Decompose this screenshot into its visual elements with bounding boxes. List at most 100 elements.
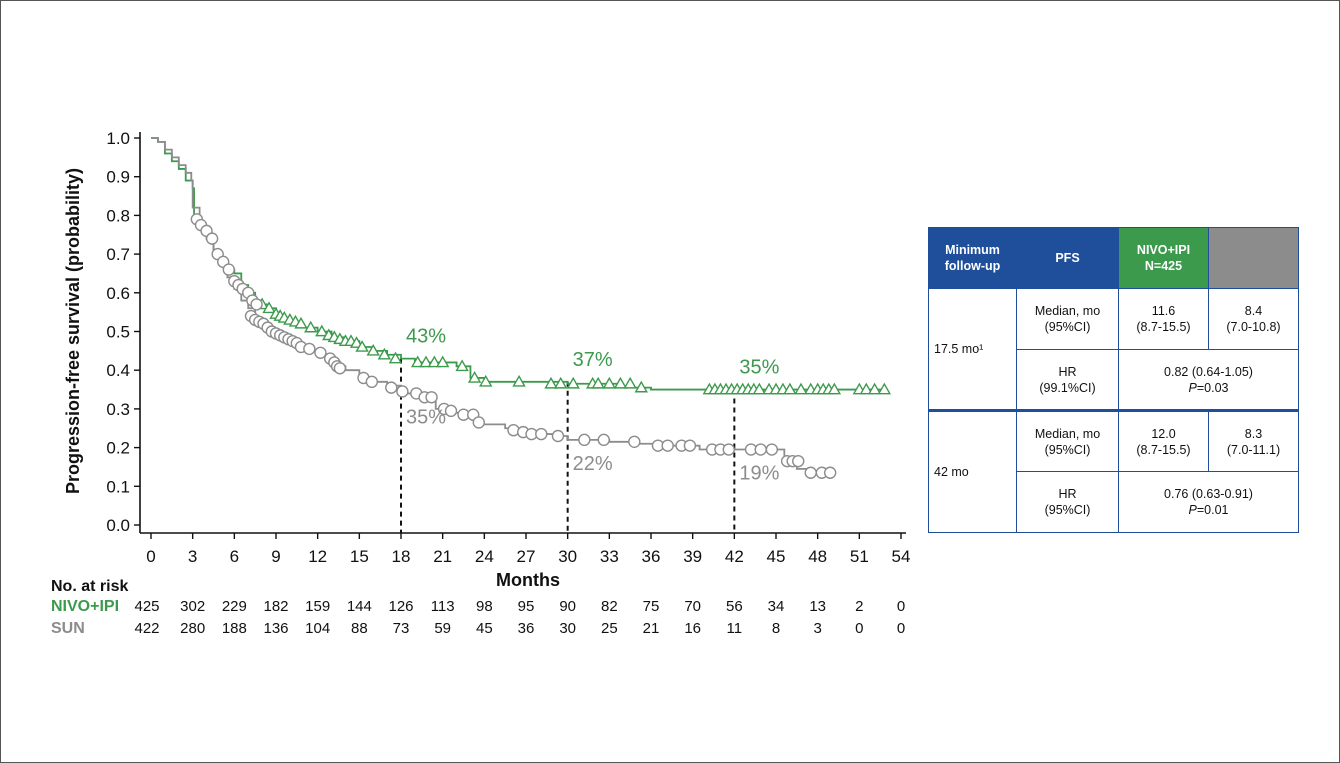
risk-value: 422 (134, 620, 159, 637)
risk-value: 98 (476, 598, 493, 615)
risk-table-title: No. at risk (51, 578, 128, 595)
hr-label-cell: HR (95%CI) (1016, 471, 1119, 533)
risk-value: 2 (855, 598, 863, 615)
risk-value: 8 (772, 620, 780, 637)
censor-mark (591, 376, 605, 389)
censor-mark (366, 343, 380, 356)
risk-value: 13 (809, 598, 826, 615)
risk-value: 0 (897, 598, 905, 615)
censor-mark (792, 454, 805, 468)
risk-value: 70 (684, 598, 701, 615)
censor-mark (683, 439, 697, 452)
median-label-cell: Median, mo (95%CI) (1016, 409, 1119, 472)
x-tick-label: 51 (850, 547, 869, 566)
header-nivo-line1: NIVO+IPI (1136, 243, 1191, 257)
milestone-label-nivo-ipi-42: 35% (739, 357, 779, 379)
hr-value: 0.82 (0.64-1.05) (1164, 364, 1253, 379)
risk-value: 73 (393, 620, 410, 637)
hr-ci-label: (99.1%CI) (1039, 380, 1096, 395)
series-nivo-ipi (151, 137, 892, 395)
censor-mark (435, 355, 450, 368)
censor-mark (365, 375, 379, 389)
censor-mark (377, 347, 392, 360)
risk-value: 3 (813, 620, 821, 637)
censor-mark (602, 376, 617, 389)
table-row: HR (95%CI) 0.76 (0.63-0.91) P=0.01 (929, 471, 1299, 533)
risk-row-label: NIVO+IPI (51, 598, 119, 615)
risk-value: 59 (434, 620, 451, 637)
censor-mark (765, 443, 779, 456)
y-tick-label: 0.3 (106, 400, 130, 419)
censor-mark (388, 351, 403, 364)
x-tick-label: 12 (308, 547, 327, 566)
censor-mark (823, 466, 837, 479)
risk-value: 21 (643, 620, 660, 637)
hr-label: HR (1058, 487, 1077, 501)
hr-value: 0.76 (0.63-0.91) (1164, 487, 1253, 501)
censor-mark (250, 298, 263, 311)
nivo-median: 11.6 (1151, 304, 1176, 318)
censor-mark (783, 382, 797, 395)
nivo-ci: (8.7-15.5) (1136, 320, 1191, 334)
x-tick-label: 45 (767, 547, 786, 566)
followup-cell: 17.5 mo¹ (928, 288, 1017, 411)
hr-label: HR (1058, 364, 1077, 379)
risk-value: 144 (347, 598, 372, 615)
censor-mark (349, 336, 364, 348)
risk-value: 88 (351, 620, 368, 637)
censor-mark (303, 342, 316, 356)
censor-mark (566, 376, 580, 389)
header-pfs: PFS (1016, 227, 1119, 289)
censor-mark (859, 382, 873, 395)
censor-mark (804, 466, 817, 479)
censor-mark (827, 382, 842, 395)
pfs-summary-table: Minimum follow-up PFS NIVO+IPI N=425 17.… (928, 227, 1299, 533)
censor-mark (661, 439, 674, 452)
censor-mark (544, 376, 558, 389)
censor-mark (315, 324, 329, 337)
x-tick-label: 36 (642, 547, 661, 566)
risk-value: 36 (518, 620, 535, 637)
risk-value: 90 (559, 598, 576, 615)
risk-value: 95 (518, 598, 535, 615)
x-tick-label: 15 (350, 547, 369, 566)
nivo-ci: (8.7-15.5) (1136, 442, 1191, 457)
censor-mark (467, 371, 482, 383)
nivo-median: 12.0 (1151, 426, 1176, 441)
risk-value: 0 (855, 620, 863, 637)
header-min-followup-line2: follow-up (944, 259, 1001, 273)
sun-median-cell: 8.4 (7.0-10.8) (1208, 288, 1299, 350)
risk-value: 126 (388, 598, 413, 615)
censor-mark (535, 427, 548, 441)
x-tick-label: 30 (558, 547, 577, 566)
y-tick-label: 0.2 (106, 439, 130, 458)
risk-value: 188 (222, 620, 247, 637)
table-row: 17.5 mo¹ Median, mo (95%CI) 11.6 (8.7-15… (928, 288, 1299, 411)
risk-value: 113 (431, 598, 455, 615)
plot-axes: 0.00.10.20.30.40.50.60.70.80.91.00 3 6 9 12 1… (63, 129, 910, 590)
median-label-cell: Median, mo (95%CI) (1016, 288, 1119, 350)
censor-mark (396, 385, 409, 398)
risk-value: 82 (601, 598, 618, 615)
risk-value: 229 (222, 598, 247, 615)
y-tick-label: 0.5 (106, 323, 130, 342)
risk-value: 0 (897, 620, 905, 637)
milestone-label-nivo-ipi-30: 37% (573, 349, 613, 371)
table-header-row: Minimum follow-up PFS NIVO+IPI N=425 (928, 227, 1299, 289)
risk-value: 425 (134, 598, 159, 615)
censor-mark (623, 376, 637, 389)
median-label: Median, mo (1034, 304, 1101, 318)
risk-value: 16 (684, 620, 701, 637)
censor-mark (628, 435, 641, 448)
censor-mark (444, 404, 458, 418)
risk-value: 75 (643, 598, 660, 615)
y-tick-label: 0.9 (106, 168, 130, 187)
risk-value: 25 (601, 620, 618, 637)
milestone-label-nivo-ipi-18: 43% (406, 326, 446, 348)
y-tick-label: 1.0 (106, 129, 130, 148)
sun-ci: (7.0-10.8) (1226, 320, 1281, 334)
risk-value: 104 (305, 620, 330, 637)
x-tick-label: 3 (188, 547, 197, 566)
censor-mark (385, 381, 398, 394)
